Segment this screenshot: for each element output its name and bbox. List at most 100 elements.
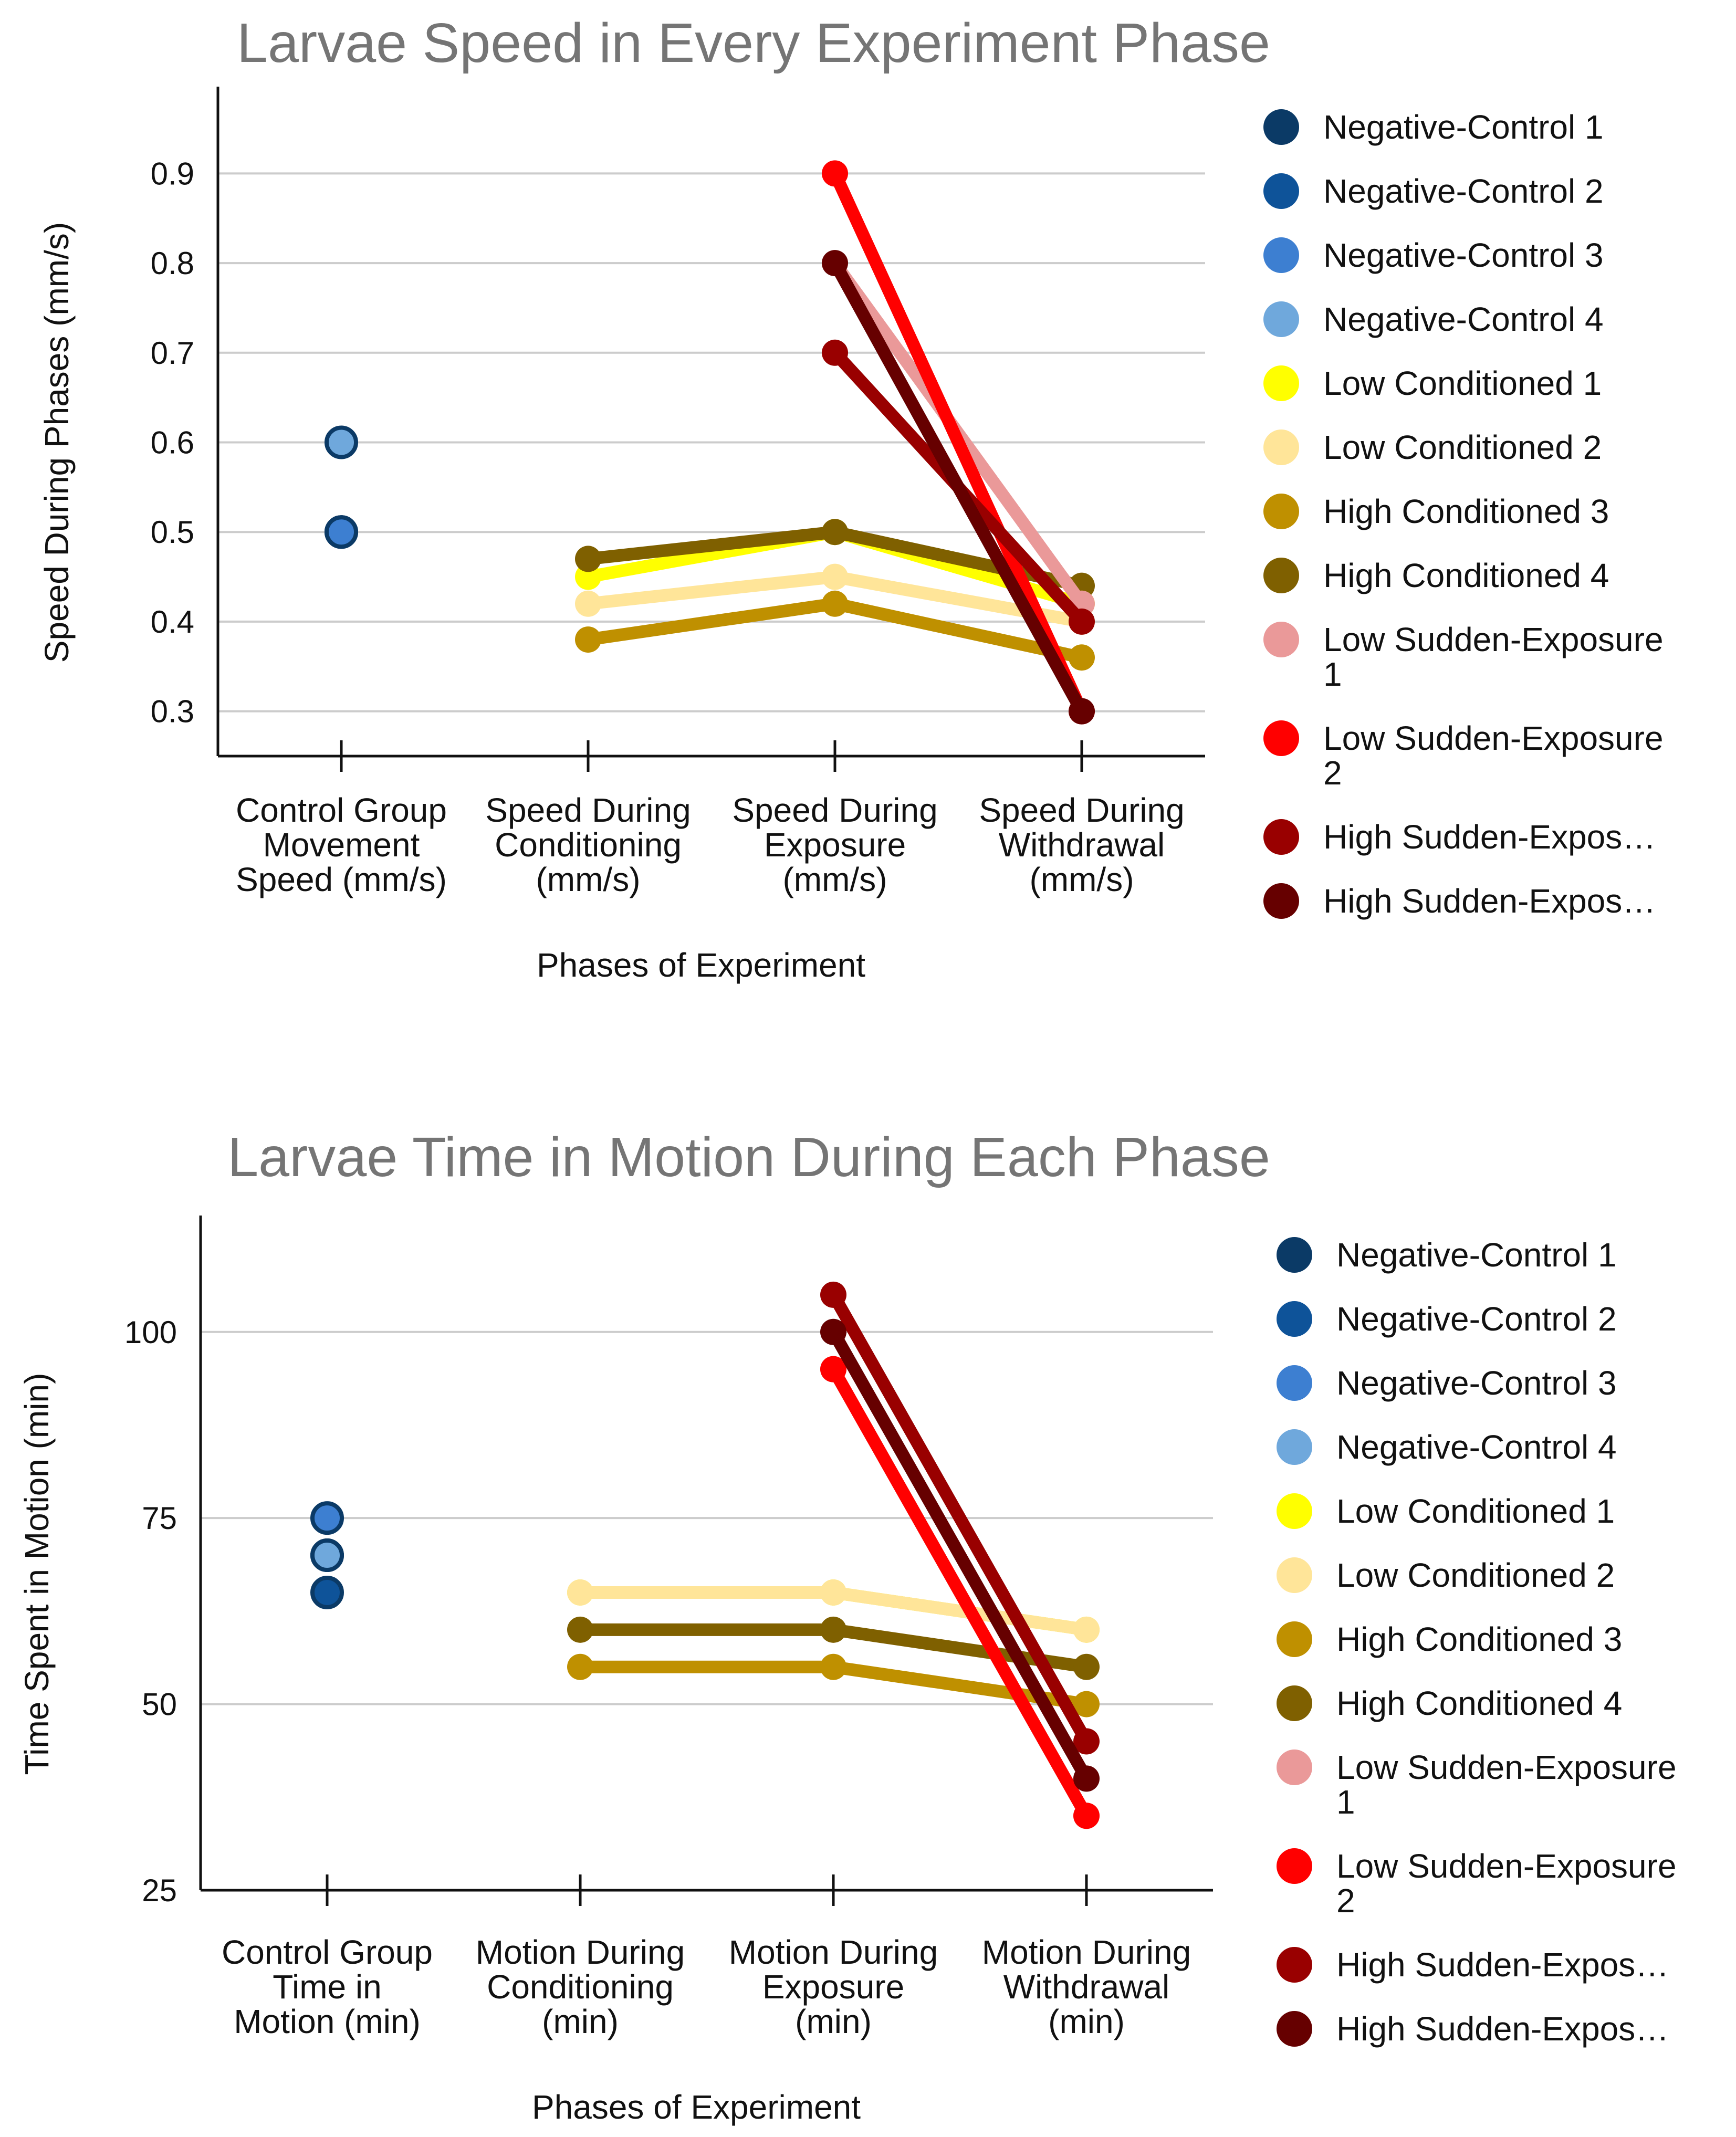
motion-data-point [567, 1653, 593, 1680]
motion-legend-marker [1277, 1365, 1312, 1401]
speed-legend-label: Low Sudden-Exposure 2 [1323, 719, 1664, 792]
speed-category-label-line: (mm/s) [782, 861, 887, 898]
speed-y-axis-title: Speed During Phases (mm/s) [38, 222, 76, 663]
motion-legend-label-line: Negative-Control 3 [1336, 1364, 1617, 1402]
speed-data-point [575, 590, 601, 617]
motion-legend-label: High Conditioned 3 [1336, 1620, 1622, 1658]
speed-y-tick-label: 0.9 [151, 156, 194, 191]
motion-category-label-line: Conditioning [487, 1968, 674, 2006]
speed-data-point [1069, 608, 1095, 635]
speed-legend-label-line: High Sudden-Expos… [1323, 882, 1656, 920]
speed-data-point [1069, 698, 1095, 725]
motion-legend-label: Negative-Control 2 [1336, 1300, 1617, 1338]
motion-data-point [1073, 1803, 1100, 1829]
speed-data-point [325, 515, 358, 549]
speed-x-axis-title: Phases of Experiment [537, 946, 865, 984]
speed-legend-marker [1263, 237, 1299, 273]
motion-data-point [1073, 1691, 1100, 1717]
motion-category-label-line: Motion During [476, 1933, 685, 1971]
motion-data-point [310, 1538, 344, 1573]
speed-chart-title: Larvae Speed in Every Experiment Phase [237, 12, 1270, 74]
motion-legend-label-line: High Sudden-Expos… [1336, 1946, 1669, 1984]
motion-category-label-line: Time in [273, 1968, 381, 2006]
motion-data-point [1073, 1728, 1100, 1755]
motion-series-line [827, 1363, 1093, 1822]
motion-legend-label-line: 2 [1336, 1882, 1355, 1920]
speed-category-label: Control Group Movement Speed (mm/s) [236, 791, 447, 898]
speed-legend-marker [1263, 622, 1299, 657]
speed-data-point [822, 250, 848, 277]
motion-legend-marker [1277, 1848, 1312, 1884]
motion-category-label: Motion During Withdrawal (min) [982, 1933, 1191, 2040]
speed-legend-label: Negative-Control 1 [1323, 108, 1604, 146]
speed-legend-label-line: High Sudden-Expos… [1323, 818, 1656, 856]
motion-legend-marker [1277, 1750, 1312, 1785]
motion-legend-label-line: High Conditioned 3 [1336, 1620, 1622, 1658]
motion-data-point [567, 1616, 593, 1643]
speed-category-label-line: Control Group [236, 791, 447, 829]
speed-data-point [822, 339, 848, 366]
speed-legend-marker [1263, 365, 1299, 401]
motion-y-tick-label: 50 [142, 1687, 177, 1722]
speed-legend-marker [1263, 720, 1299, 756]
speed-category-label-line: Speed During [979, 791, 1184, 829]
speed-y-tick-label: 0.6 [151, 425, 194, 460]
motion-chart-svg: Larvae Time in Motion During Each Phase 2… [18, 1126, 1677, 2126]
motion-legend-label-line: High Conditioned 4 [1336, 1684, 1622, 1722]
speed-legend-label: Negative-Control 4 [1323, 300, 1604, 338]
speed-legend-label: Low Conditioned 2 [1323, 428, 1602, 466]
speed-category-label-line: Speed (mm/s) [236, 861, 447, 898]
speed-data-point [1069, 644, 1095, 671]
motion-data-point [820, 1318, 846, 1345]
motion-category-label: Motion During Conditioning (min) [476, 1933, 685, 2040]
motion-data-point [820, 1281, 846, 1308]
speed-series-line [829, 257, 1088, 718]
motion-category-label-line: Exposure [762, 1968, 904, 2006]
motion-category-label-line: Motion During [729, 1933, 938, 1971]
motion-legend-label-line: Negative-Control 4 [1336, 1428, 1617, 1466]
speed-category-label: Speed During Withdrawal (mm/s) [979, 791, 1184, 898]
speed-legend-marker [1263, 430, 1299, 465]
speed-data-point [822, 519, 848, 546]
speed-data-point [822, 590, 848, 617]
speed-legend-label-line: 2 [1323, 754, 1342, 792]
motion-data-point [820, 1356, 846, 1382]
speed-category-label-line: Movement [263, 826, 420, 864]
speed-category-label-line: Speed During [732, 791, 937, 829]
motion-series-group [310, 1281, 1100, 1829]
motion-data-point [1073, 1616, 1100, 1643]
speed-category-label-line: Exposure [764, 826, 906, 864]
speed-series-line [829, 167, 1088, 718]
motion-y-axis-title: Time Spent in Motion (min) [18, 1373, 56, 1775]
motion-legend-label: Negative-Control 1 [1336, 1236, 1617, 1274]
speed-legend-label-line: Negative-Control 4 [1323, 300, 1604, 338]
speed-data-point [822, 160, 848, 187]
speed-y-tick-label: 0.4 [151, 604, 194, 640]
motion-data-point [1073, 1765, 1100, 1792]
motion-legend-label: High Conditioned 4 [1336, 1684, 1622, 1722]
motion-legend-marker [1277, 1621, 1312, 1657]
motion-data-point [310, 1575, 344, 1609]
speed-legend-marker [1263, 883, 1299, 919]
motion-legend-label: Low Sudden-Exposure 2 [1336, 1847, 1677, 1920]
speed-legend-label-line: Low Sudden-Exposure [1323, 621, 1664, 658]
speed-legend-label-line: Low Conditioned 2 [1323, 428, 1602, 466]
speed-legend-label-line: Low Sudden-Exposure [1323, 719, 1664, 757]
speed-legend-marker [1263, 109, 1299, 145]
speed-chart: Larvae Speed in Every Experiment Phase 0.… [0, 0, 1736, 1068]
motion-legend-label-line: Low Conditioned 2 [1336, 1556, 1615, 1594]
speed-y-tick-label: 0.8 [151, 246, 194, 281]
motion-legend-marker [1277, 1237, 1312, 1273]
motion-y-tick-label: 100 [124, 1315, 177, 1350]
speed-legend-label: Negative-Control 3 [1323, 236, 1604, 274]
motion-series-line [827, 1288, 1093, 1748]
speed-legend-label-line: High Conditioned 3 [1323, 493, 1609, 530]
motion-category-label-line: Motion (min) [234, 2003, 421, 2040]
motion-legend-marker [1277, 1429, 1312, 1465]
speed-category-label-line: Speed During [485, 791, 691, 829]
motion-legend-marker [1277, 1557, 1312, 1593]
motion-category-label-line: Withdrawal [1003, 1968, 1170, 2006]
speed-legend-label: High Conditioned 3 [1323, 493, 1609, 530]
speed-data-point [822, 563, 848, 590]
motion-category-label-line: (min) [542, 2003, 619, 2040]
